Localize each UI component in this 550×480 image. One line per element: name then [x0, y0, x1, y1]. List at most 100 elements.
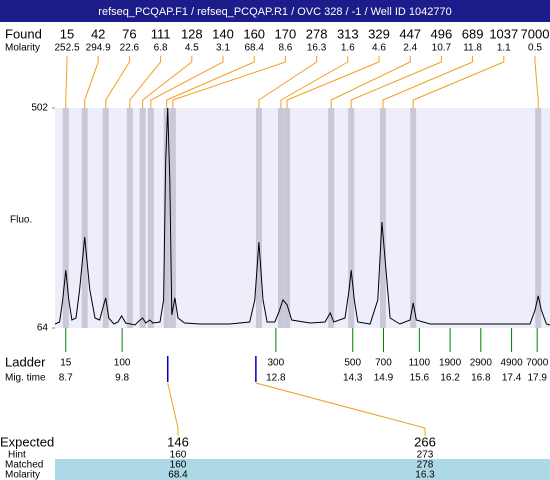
peak-band — [379, 108, 386, 328]
ladder-size: 7000 — [526, 358, 549, 369]
peak-band — [169, 108, 176, 328]
ladder-size: 700 — [375, 358, 392, 369]
found-size: 111 — [151, 26, 171, 41]
ladder-size: 300 — [268, 358, 285, 369]
found-size: 160 — [243, 26, 265, 41]
peak-band — [62, 108, 69, 328]
found-size: 689 — [462, 26, 484, 41]
found-molarity: 16.3 — [307, 43, 327, 54]
title-bar — [0, 0, 550, 22]
found-connector — [142, 56, 193, 108]
ladder-size: 500 — [344, 358, 361, 369]
found-label: Found — [5, 26, 42, 41]
trace — [54, 107, 550, 326]
ladder-size: 1100 — [409, 358, 431, 369]
found-molarity: 1.6 — [341, 43, 355, 54]
found-molarity: 22.6 — [120, 43, 140, 54]
found-connector — [534, 56, 539, 108]
expected-hint: 273 — [417, 450, 434, 461]
found-molarity: 68.4 — [244, 43, 264, 54]
peak-band — [277, 108, 284, 328]
found-molarity: 10.7 — [432, 43, 452, 54]
peak-band — [163, 108, 170, 328]
found-connector — [105, 56, 130, 108]
expected-connector — [167, 382, 179, 436]
ladder-size: 1900 — [439, 358, 462, 369]
expected-hint: 160 — [170, 450, 187, 461]
found-size: 278 — [306, 26, 328, 41]
found-size: 313 — [337, 26, 359, 41]
peak-band — [328, 108, 335, 328]
peak-band — [139, 108, 146, 328]
peak-band — [126, 108, 133, 328]
expected-size: 146 — [167, 434, 189, 449]
found-size: 128 — [181, 26, 203, 41]
found-connector — [350, 56, 442, 108]
found-molarity: 3.1 — [216, 43, 230, 54]
found-molarity: 11.8 — [463, 43, 482, 54]
ladder-time: 8.7 — [59, 373, 73, 384]
ladder-time: 17.9 — [527, 373, 547, 384]
found-molarity: 252.5 — [54, 43, 79, 54]
found-connector — [330, 56, 411, 108]
ladder-time: 9.8 — [115, 373, 129, 384]
ladder-time: 12.8 — [266, 373, 286, 384]
expected-matched: 160 — [170, 460, 187, 471]
found-size: 447 — [399, 26, 421, 41]
y-tick-label: 502 — [31, 103, 48, 114]
found-size: 496 — [431, 26, 453, 41]
ladder-time: 14.3 — [343, 373, 363, 384]
found-connector — [286, 56, 380, 108]
expected-connector — [255, 382, 426, 436]
found-molarity: 4.6 — [372, 43, 386, 54]
found-size: 42 — [91, 26, 105, 41]
found-molarity: 8.6 — [278, 43, 292, 54]
found-size: 170 — [275, 26, 297, 41]
found-connector — [84, 56, 99, 108]
y-tick-label: 64 — [37, 323, 49, 334]
found-molarity: 2.4 — [403, 43, 417, 54]
expected-molarity: 16.3 — [415, 470, 435, 480]
found-connector — [382, 56, 474, 108]
ladder-size: 4900 — [500, 358, 523, 369]
mig-time-label: Mig. time — [5, 373, 46, 384]
peak-band — [348, 108, 355, 328]
found-connector — [129, 56, 162, 108]
found-connector — [150, 56, 224, 108]
found-molarity: 0.5 — [528, 43, 542, 54]
ladder-size: 100 — [114, 358, 131, 369]
ladder-time: 15.6 — [410, 373, 430, 384]
y-axis-label: Fluo. — [10, 215, 32, 226]
expected-molarity-label: Molarity — [5, 470, 40, 480]
ladder-label: Ladder — [5, 354, 46, 369]
found-connector — [65, 56, 68, 108]
found-size: 76 — [122, 26, 136, 41]
matched-label: Matched — [5, 460, 43, 471]
found-connector — [166, 56, 255, 108]
ladder-time: 14.9 — [374, 373, 394, 384]
found-size: 140 — [212, 26, 234, 41]
found-connector — [258, 56, 318, 108]
plot-area — [55, 108, 550, 328]
chart-title: refseq_PCQAP.F1 / refseq_PCQAP.R1 / OVC … — [98, 6, 451, 18]
found-molarity: 4.5 — [185, 43, 199, 54]
peak-band — [535, 108, 542, 328]
expected-label: Expected — [0, 434, 54, 449]
ladder-size: 2900 — [470, 358, 493, 369]
found-connector — [412, 56, 505, 108]
hint-label: Hint — [8, 450, 26, 461]
ladder-time: 17.4 — [502, 373, 522, 384]
found-size: 329 — [368, 26, 390, 41]
found-size: 15 — [60, 26, 74, 41]
peak-band — [410, 108, 417, 328]
highlight-band — [55, 459, 550, 480]
peak-band — [284, 108, 291, 328]
expected-size: 266 — [414, 434, 436, 449]
peak-band — [255, 108, 262, 328]
ladder-time: 16.8 — [471, 373, 491, 384]
found-connector — [172, 56, 286, 108]
peak-band — [102, 108, 109, 328]
found-connector — [280, 56, 349, 108]
